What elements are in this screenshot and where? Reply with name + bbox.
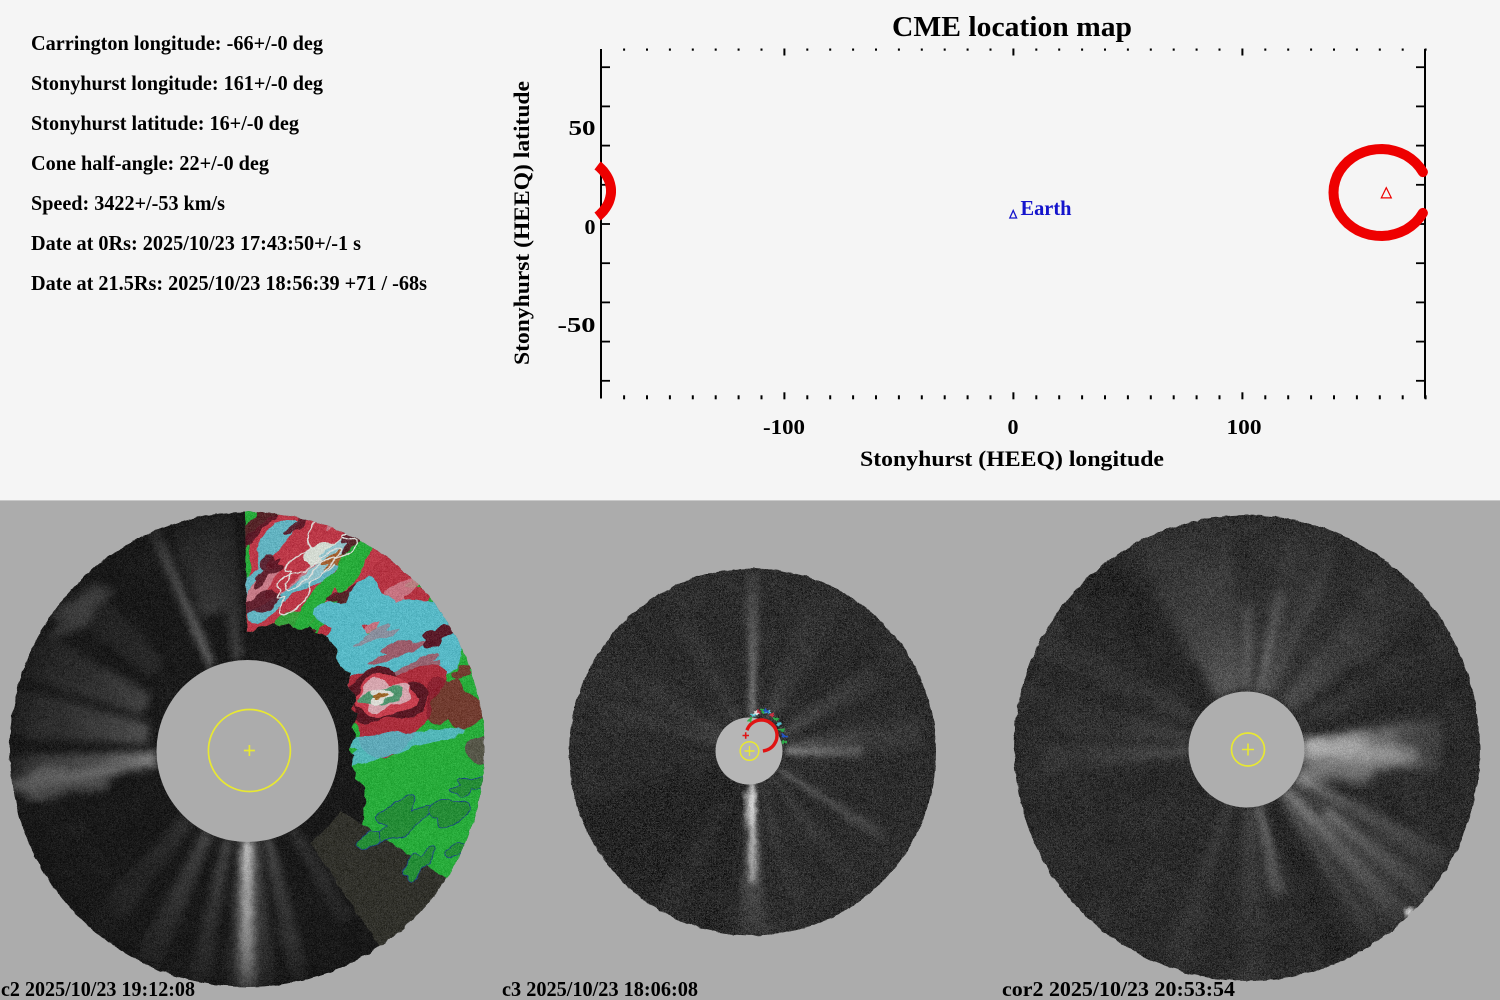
svg-text:Stonyhurst latitude: 16+/-0 de: Stonyhurst latitude: 16+/-0 deg xyxy=(31,111,299,135)
svg-text:Date at 21.5Rs: 2025/10/23 18:: Date at 21.5Rs: 2025/10/23 18:56:39 +71 … xyxy=(31,271,427,295)
svg-text:Speed: 3422+/-53 km/s: Speed: 3422+/-53 km/s xyxy=(31,191,225,215)
svg-text:-100: -100 xyxy=(763,415,805,439)
svg-text:Cone half-angle: 22+/-0 deg: Cone half-angle: 22+/-0 deg xyxy=(31,151,269,175)
svg-text:c2 2025/10/23 19:12:08: c2 2025/10/23 19:12:08 xyxy=(1,977,195,1000)
svg-text:c3 2025/10/23 18:06:08: c3 2025/10/23 18:06:08 xyxy=(502,977,698,1000)
svg-text:Stonyhurst (HEEQ) latitude: Stonyhurst (HEEQ) latitude xyxy=(509,81,534,365)
svg-text:Stonyhurst (HEEQ) longitude: Stonyhurst (HEEQ) longitude xyxy=(860,446,1164,471)
svg-text:CME location map: CME location map xyxy=(892,11,1132,43)
svg-text:100: 100 xyxy=(1227,415,1262,439)
svg-text:cor2 2025/10/23 20:53:54: cor2 2025/10/23 20:53:54 xyxy=(1002,977,1236,1000)
svg-text:Stonyhurst longitude: 161+/-0: Stonyhurst longitude: 161+/-0 deg xyxy=(31,71,323,95)
svg-text:0: 0 xyxy=(585,215,596,239)
svg-text:0: 0 xyxy=(1008,415,1019,439)
svg-text:50: 50 xyxy=(569,116,596,140)
svg-text:Earth: Earth xyxy=(1021,196,1072,220)
svg-text:-50: -50 xyxy=(558,313,596,337)
svg-text:Carrington longitude: -66+/-0: Carrington longitude: -66+/-0 deg xyxy=(31,31,323,55)
svg-text:Date at 0Rs: 2025/10/23 17:43:: Date at 0Rs: 2025/10/23 17:43:50+/-1 s xyxy=(31,231,361,255)
